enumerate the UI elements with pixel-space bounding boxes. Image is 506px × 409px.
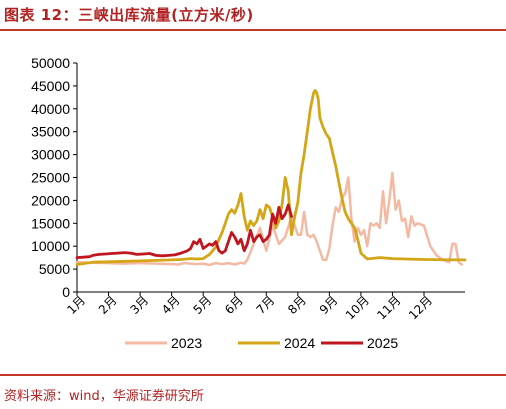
y-tick-label: 40000 — [31, 101, 70, 117]
y-tick-label: 50000 — [31, 55, 70, 71]
chart-title: 图表 12：三峡出库流量(立方米/秒) — [4, 6, 254, 24]
x-tick-label: 4月 — [159, 293, 183, 317]
y-tick-label: 25000 — [31, 170, 70, 186]
source-note: 资料来源：wind，华源证券研究所 — [4, 389, 204, 404]
footer-divider — [0, 374, 506, 376]
x-tick-label: 10月 — [343, 293, 372, 322]
x-tick-label: 8月 — [285, 293, 309, 317]
chart-series — [75, 89, 467, 267]
series-line-2025 — [75, 203, 293, 259]
x-tick-label: 9月 — [317, 293, 341, 317]
x-tick-label: 12月 — [406, 293, 435, 322]
series-line-2023 — [75, 171, 464, 267]
line-chart: 0 5000 10000 15000 20000 25000 30000 35000 40000… — [31, 55, 467, 351]
x-tick-label: 7月 — [254, 293, 278, 317]
x-tick-label: 11月 — [374, 293, 403, 322]
x-tick-label: 2月 — [96, 293, 120, 317]
y-tick-label: 30000 — [31, 147, 70, 163]
y-tick-label: 20000 — [31, 192, 70, 208]
x-tick-label: 6月 — [222, 293, 246, 317]
y-tick-label: 45000 — [31, 78, 70, 94]
x-tick-label: 3月 — [127, 293, 151, 317]
legend-label-2025: 2025 — [367, 335, 398, 351]
chart-axes: 0 5000 10000 15000 20000 25000 30000 35000 40000… — [31, 55, 465, 322]
legend-label-2024: 2024 — [284, 335, 315, 351]
x-tick-label: 5月 — [191, 293, 215, 317]
y-tick-label: 5000 — [39, 261, 70, 277]
legend-label-2023: 2023 — [171, 335, 202, 351]
chart-legend: 2023 2024 2025 — [125, 335, 398, 351]
y-tick-label: 15000 — [31, 215, 70, 231]
y-tick-label: 35000 — [31, 124, 70, 140]
series-line-2024 — [75, 89, 467, 266]
y-tick-label: 10000 — [31, 238, 70, 254]
title-divider — [0, 29, 506, 31]
y-tick-label: 0 — [62, 284, 70, 300]
